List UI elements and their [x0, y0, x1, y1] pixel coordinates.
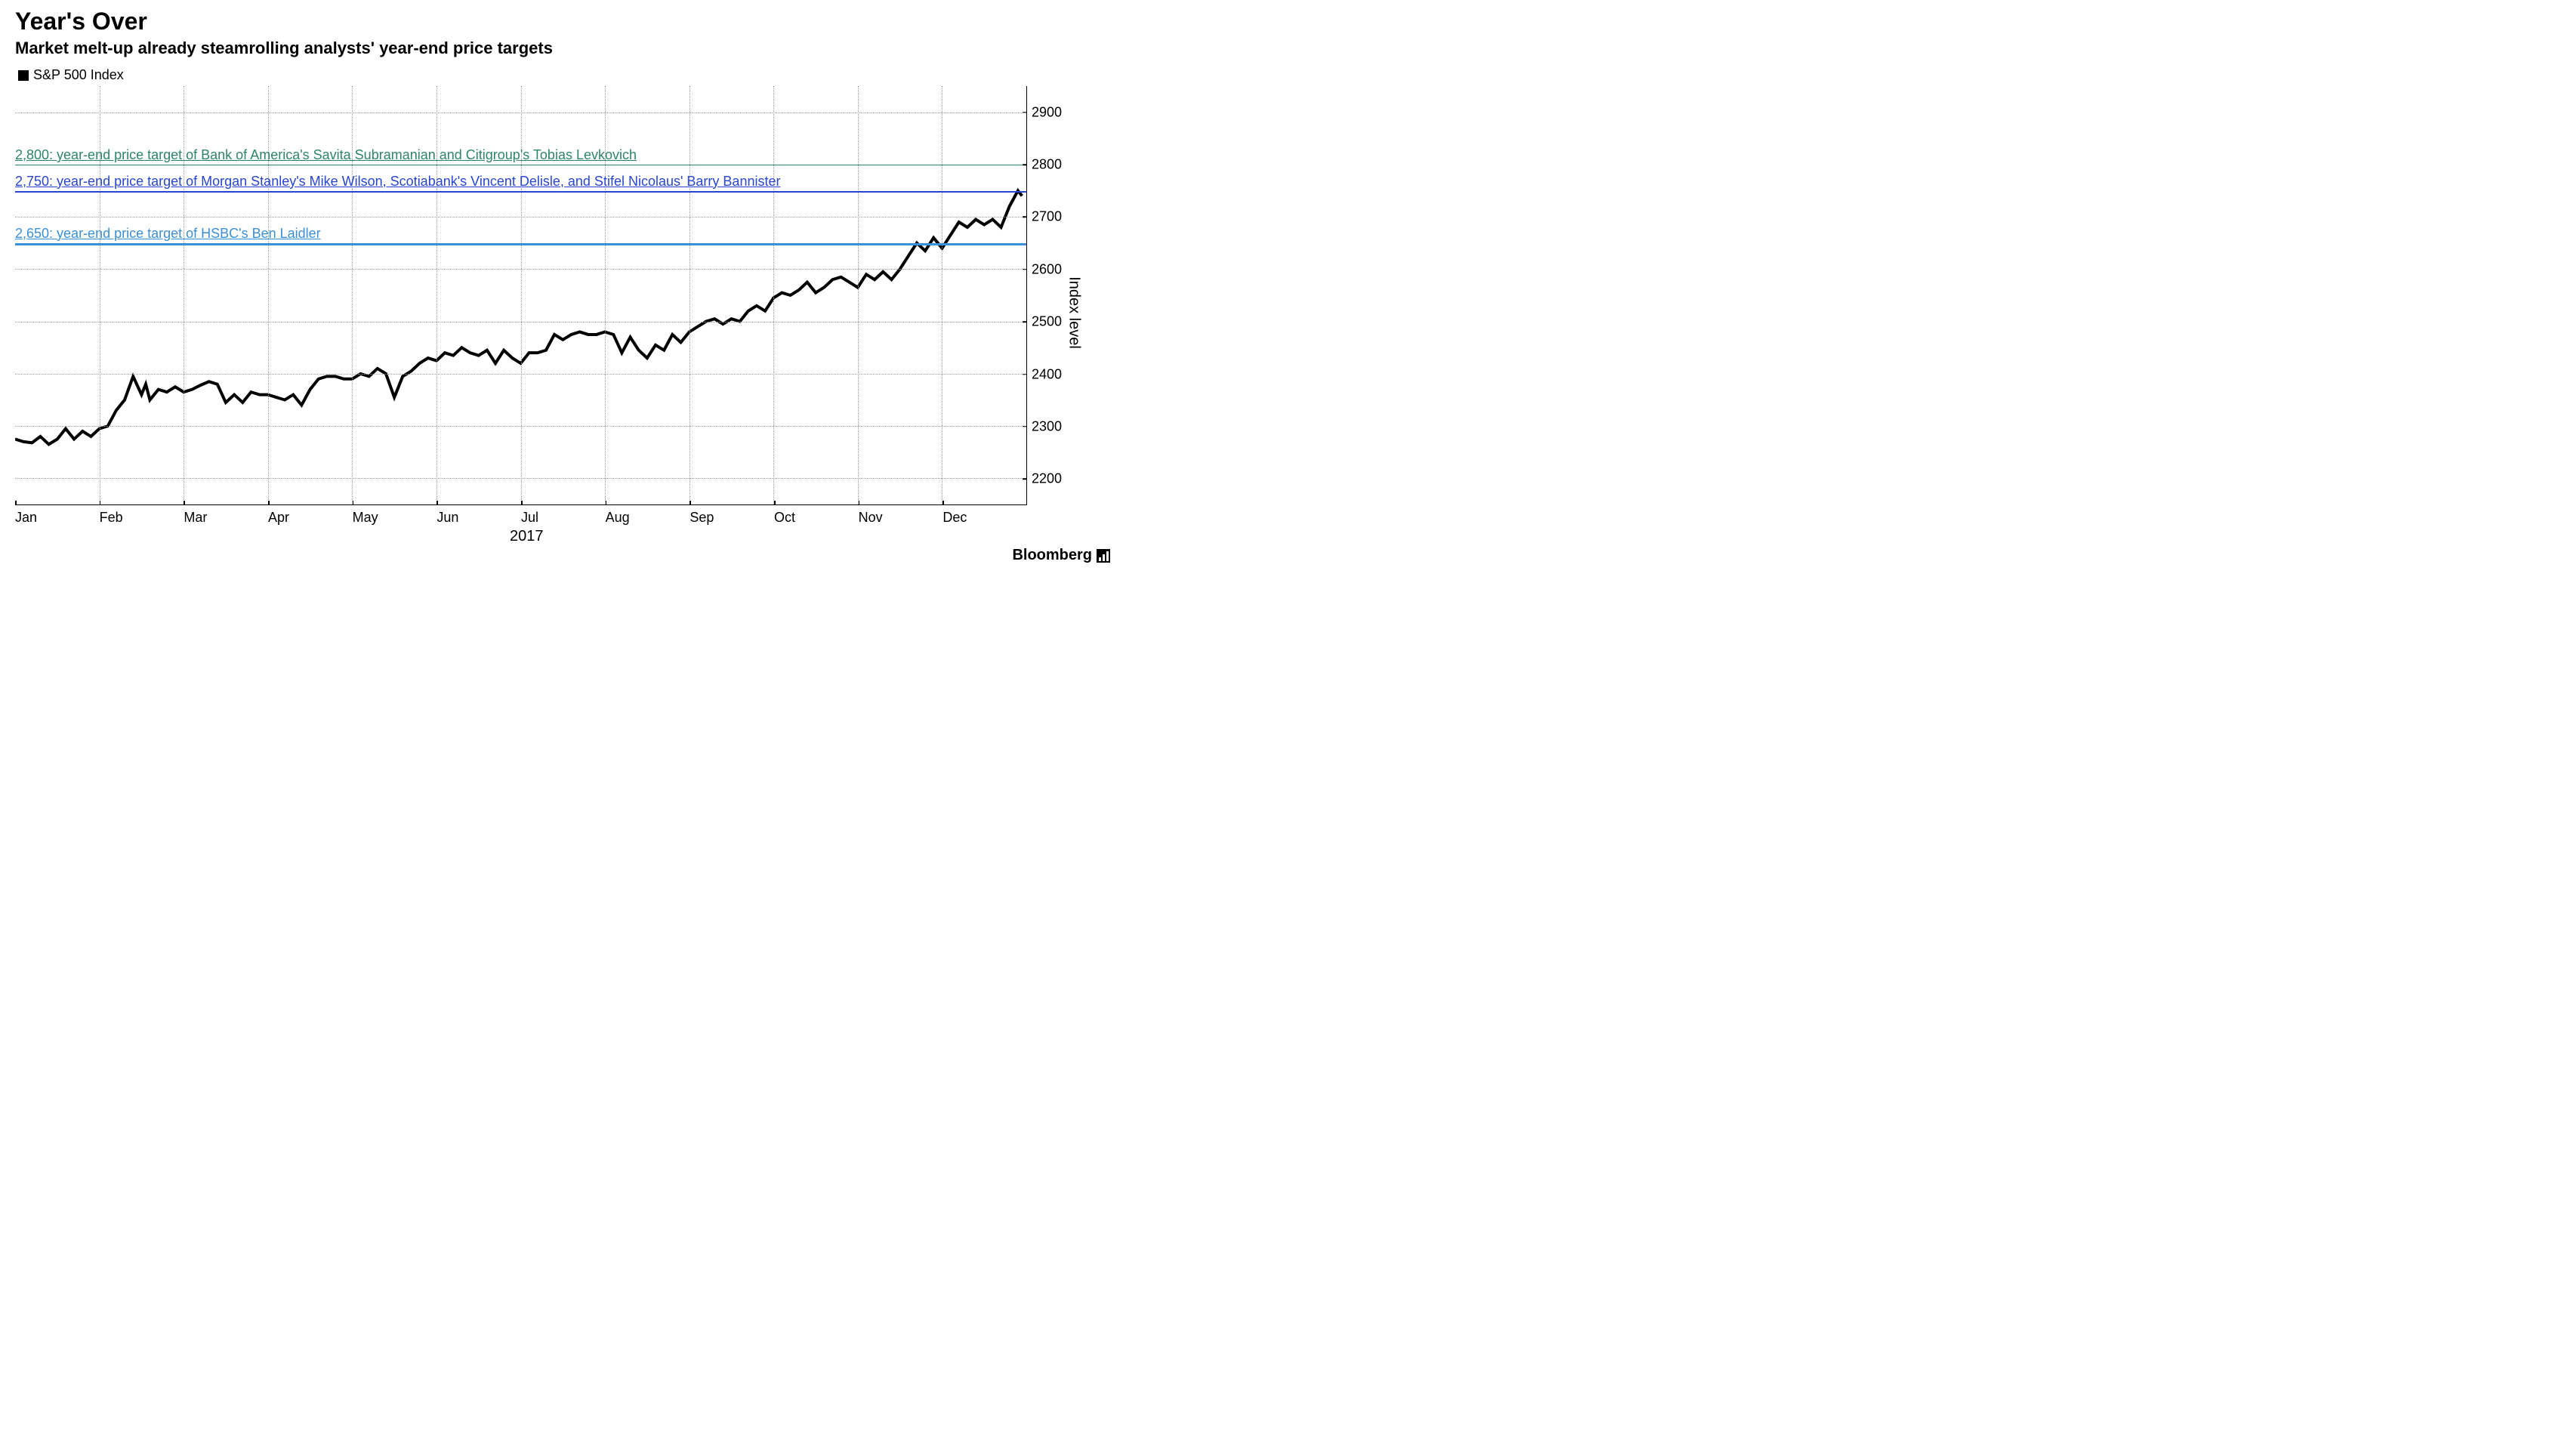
target-label: 2,800: year-end price target of Bank of …	[15, 147, 637, 165]
y-tick-mark	[1023, 269, 1027, 270]
x-year-label: 2017	[510, 528, 544, 545]
legend: S&P 500 Index	[18, 67, 1110, 83]
legend-marker	[18, 70, 29, 81]
x-tick-mark	[184, 501, 185, 505]
y-tick-mark	[1023, 374, 1027, 375]
chart-title: Year's Over	[15, 8, 1110, 35]
x-tick-mark	[15, 501, 17, 505]
y-tick-mark	[1023, 479, 1027, 480]
y-tick-mark	[1023, 217, 1027, 218]
chart-footer: Bloomberg	[15, 547, 1110, 564]
x-tick-mark	[100, 501, 101, 505]
x-tick-label: Apr	[268, 510, 289, 526]
chart-subtitle: Market melt-up already steamrolling anal…	[15, 39, 1110, 58]
x-tick-label: Jun	[437, 510, 458, 526]
x-tick-mark	[353, 501, 354, 505]
y-tick-label: 2700	[1032, 209, 1062, 225]
x-tick-mark	[437, 501, 438, 505]
x-tick-label: Aug	[606, 510, 630, 526]
x-tick-mark	[690, 501, 691, 505]
x-tick-mark	[268, 501, 270, 505]
plot-wrap: 2,800: year-end price target of Bank of …	[15, 86, 1110, 539]
gridline-v	[858, 86, 859, 504]
y-tick-mark	[1023, 112, 1027, 113]
target-line	[15, 243, 1026, 245]
x-tick-label: Mar	[184, 510, 207, 526]
x-tick-mark	[606, 501, 607, 505]
target-label: 2,650: year-end price target of HSBC's B…	[15, 226, 321, 243]
x-tick-mark	[859, 501, 860, 505]
y-tick-label: 2500	[1032, 314, 1062, 330]
y-tick-mark	[1023, 164, 1027, 165]
y-tick-label: 2800	[1032, 157, 1062, 173]
y-tick-mark	[1023, 321, 1027, 322]
x-tick-label: May	[353, 510, 378, 526]
x-tick-label: Jan	[15, 510, 37, 526]
y-tick-label: 2600	[1032, 261, 1062, 277]
legend-label: S&P 500 Index	[33, 67, 124, 83]
y-axis-label: Index level	[1066, 276, 1083, 349]
plot-area: 2,800: year-end price target of Bank of …	[15, 86, 1027, 505]
x-tick-label: Sep	[690, 510, 714, 526]
y-tick-label: 2200	[1032, 471, 1062, 487]
y-tick-label: 2400	[1032, 366, 1062, 382]
x-tick-label: Jul	[521, 510, 538, 526]
x-tick-label: Nov	[859, 510, 883, 526]
y-tick-mark	[1023, 426, 1027, 427]
bloomberg-logo-icon	[1097, 549, 1110, 563]
x-tick-label: Feb	[100, 510, 123, 526]
y-tick-label: 2900	[1032, 104, 1062, 120]
x-tick-label: Dec	[942, 510, 967, 526]
target-label: 2,750: year-end price target of Morgan S…	[15, 174, 780, 191]
x-tick-mark	[521, 501, 523, 505]
x-tick-mark	[942, 501, 944, 505]
source-label: Bloomberg	[1012, 547, 1092, 564]
x-tick-label: Oct	[774, 510, 795, 526]
y-tick-label: 2300	[1032, 418, 1062, 434]
gridline-v	[773, 86, 774, 504]
target-line	[15, 191, 1026, 193]
chart-container: Year's Over Market melt-up already steam…	[15, 8, 1110, 564]
x-tick-mark	[774, 501, 776, 505]
